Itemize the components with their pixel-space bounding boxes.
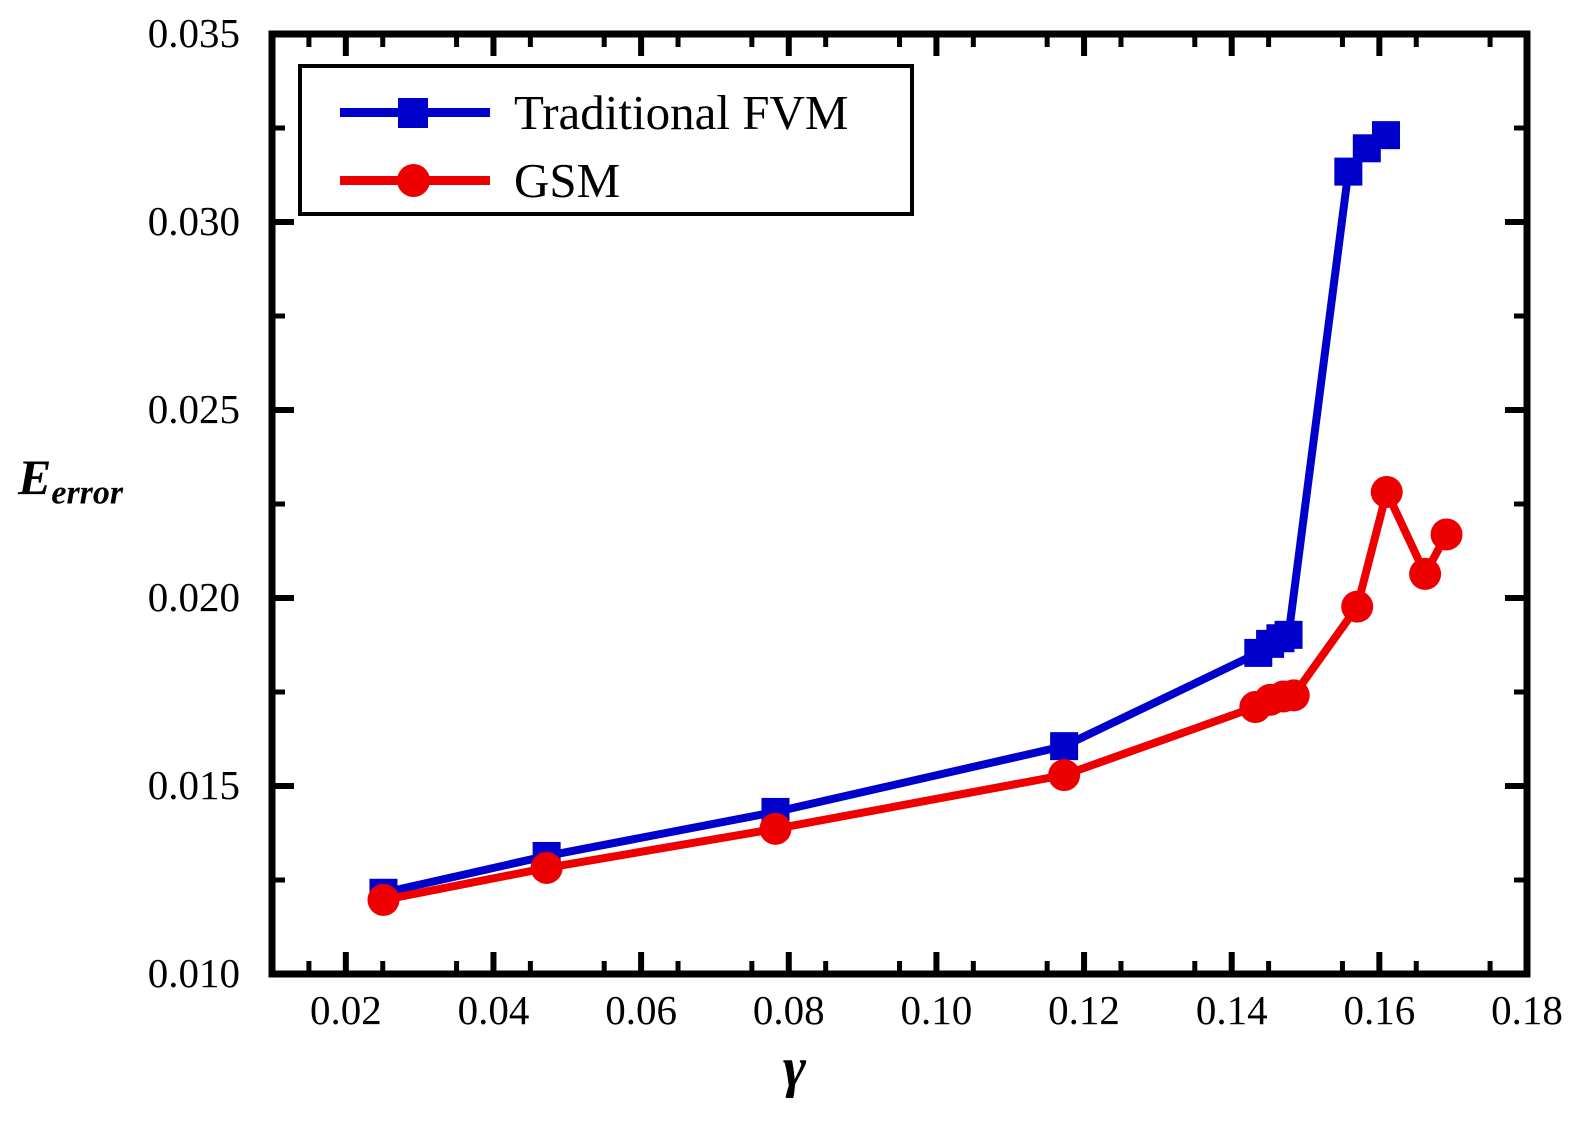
y-axis-label: Eerror [18,452,123,511]
x-tick-label: 0.16 [1343,987,1416,1033]
x-tick-label: 0.08 [752,987,825,1033]
square-marker-icon [398,98,428,128]
axes-frame [268,30,1531,978]
circle-marker-icon [1277,679,1310,712]
y-tick-label: 0.035 [147,10,240,56]
legend-label-traditional-fvm: Traditional FVM [514,84,849,140]
x-tick-label: 0.04 [457,987,530,1033]
circle-marker-icon [367,883,400,916]
x-tick-label: 0.02 [309,987,382,1033]
y-axis-label-main: E [18,449,52,505]
circle-marker-icon [1048,759,1081,792]
legend-item-traditional-fvm[interactable]: Traditional FVM [302,82,910,142]
y-tick-label: 0.015 [147,762,240,808]
circle-marker-icon [530,851,563,884]
circle-marker-icon [1409,557,1442,590]
square-marker-icon [1371,121,1400,150]
circle-marker-icon [397,164,430,197]
y-axis-label-subscript: error [51,474,124,512]
x-axis-label: γ [782,1037,807,1099]
square-marker-icon [1274,620,1303,649]
legend-item-gsm[interactable]: GSM [302,150,910,210]
data-series-group [367,121,1463,916]
circle-marker-icon [1370,475,1403,508]
y-tick-label: 0.020 [147,574,240,620]
circle-marker-icon [759,812,792,845]
square-marker-icon [1050,732,1079,761]
circle-marker-icon [1430,518,1463,551]
x-tick-label: 0.18 [1491,987,1563,1033]
legend-sample-gsm [340,160,490,200]
y-tick-label: 0.025 [147,386,240,432]
x-tick-label: 0.14 [1195,987,1268,1033]
chart-legend: Traditional FVM GSM [298,64,914,216]
legend-label-gsm: GSM [514,152,621,208]
legend-sample-traditional-fvm [340,92,490,132]
series-line-0 [379,131,1390,897]
circle-marker-icon [1341,590,1374,623]
y-tick-label: 0.030 [147,198,240,244]
y-tick-label: 0.010 [147,950,240,996]
x-tick-label: 0.12 [1048,987,1120,1033]
x-tick-label: 0.10 [900,987,973,1033]
x-tick-label: 0.06 [605,987,677,1033]
